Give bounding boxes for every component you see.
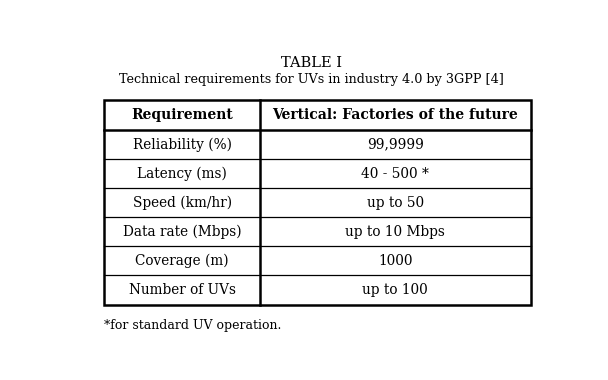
Text: TABLE I: TABLE I <box>281 56 342 70</box>
Text: up to 50: up to 50 <box>367 196 424 210</box>
Text: 99,9999: 99,9999 <box>367 138 424 152</box>
Text: up to 10 Mbps: up to 10 Mbps <box>345 225 445 239</box>
Text: Speed (km/hr): Speed (km/hr) <box>133 196 232 210</box>
Text: Number of UVs: Number of UVs <box>129 283 235 297</box>
Text: Vertical: Factories of the future: Vertical: Factories of the future <box>272 108 518 122</box>
Text: Latency (ms): Latency (ms) <box>137 166 227 181</box>
Text: 1000: 1000 <box>378 254 413 268</box>
Text: 40 - 500 *: 40 - 500 * <box>361 167 429 180</box>
Text: up to 100: up to 100 <box>362 283 428 297</box>
Text: *for standard UV operation.: *for standard UV operation. <box>105 319 282 332</box>
Text: Data rate (Mbps): Data rate (Mbps) <box>123 225 241 239</box>
Text: Technical requirements for UVs in industry 4.0 by 3GPP [4]: Technical requirements for UVs in indust… <box>119 73 504 86</box>
Text: Coverage (m): Coverage (m) <box>136 254 229 268</box>
Text: Reliability (%): Reliability (%) <box>133 138 232 152</box>
Text: Requirement: Requirement <box>131 108 233 122</box>
